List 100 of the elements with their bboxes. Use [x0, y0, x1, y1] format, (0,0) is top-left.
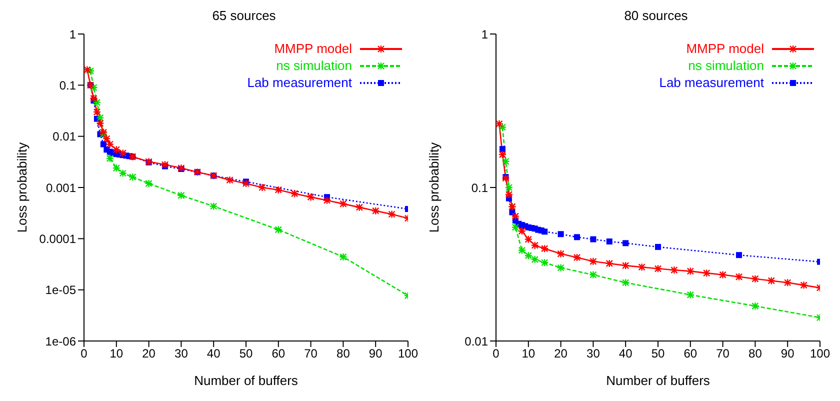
point — [118, 169, 127, 178]
legend-label: ns simulation — [688, 57, 764, 74]
y-axis-title: Loss probability — [426, 142, 442, 233]
x-tick-label: 40 — [618, 346, 633, 361]
point — [92, 108, 102, 116]
point — [686, 267, 694, 276]
x-tick-label: 70 — [304, 346, 318, 361]
point — [736, 252, 742, 258]
point — [274, 186, 282, 194]
point — [702, 268, 711, 278]
point — [355, 203, 364, 212]
point — [210, 202, 218, 210]
point — [590, 236, 596, 242]
point — [92, 98, 102, 107]
point — [226, 176, 234, 184]
point — [686, 290, 694, 299]
point — [504, 183, 514, 192]
point — [90, 83, 98, 92]
point — [498, 150, 507, 159]
legend-label: ns simulation — [276, 57, 352, 74]
x-tick-label: 10 — [110, 346, 124, 361]
point — [670, 266, 678, 274]
point — [496, 120, 504, 128]
x-axis-title: Number of buffers — [194, 373, 298, 388]
point — [84, 66, 92, 74]
point — [118, 149, 127, 158]
point — [622, 261, 630, 270]
point — [502, 157, 510, 166]
point — [574, 234, 580, 240]
point — [751, 302, 760, 310]
x-tick-label: 0 — [80, 346, 88, 361]
x-tick-label: 30 — [586, 346, 600, 361]
y-axis-title: Loss probability — [14, 142, 30, 233]
point — [589, 257, 598, 266]
point — [558, 231, 564, 238]
point — [498, 123, 507, 132]
point — [655, 244, 661, 250]
point — [339, 200, 348, 208]
x-tick-label: 70 — [716, 346, 730, 361]
legend-label: MMPP model — [274, 40, 352, 57]
point — [144, 179, 153, 188]
x-tick-label: 100 — [398, 346, 418, 361]
chart-title: 65 sources — [211, 8, 277, 25]
point — [242, 179, 250, 188]
point — [518, 246, 526, 254]
x-tick-label: 0 — [492, 346, 500, 361]
point — [499, 146, 506, 152]
point — [322, 196, 332, 204]
point — [572, 253, 582, 262]
y-tick-label: 0.001 — [46, 180, 76, 195]
point — [96, 119, 104, 128]
y-tick-label: 1e-05 — [45, 283, 76, 298]
point — [511, 212, 520, 220]
x-tick-label: 50 — [239, 346, 253, 361]
x-tick-label: 50 — [651, 346, 665, 361]
point — [530, 255, 539, 264]
point — [511, 223, 520, 232]
point — [524, 252, 532, 260]
legend-label: Lab measurement — [247, 74, 352, 91]
y-tick-label: 0.1 — [59, 78, 76, 92]
point — [306, 192, 315, 202]
point — [106, 154, 114, 163]
x-tick-label: 10 — [522, 346, 536, 361]
point — [258, 183, 266, 192]
legend-label: MMPP model — [686, 40, 764, 57]
point — [751, 274, 760, 283]
y-tick-label: 0.0001 — [39, 232, 76, 246]
point — [504, 190, 514, 199]
point — [556, 250, 565, 258]
x-tick-label: 60 — [684, 346, 698, 361]
point — [654, 264, 662, 273]
point — [86, 66, 95, 76]
point — [718, 270, 727, 279]
point — [540, 244, 549, 253]
point — [734, 272, 744, 281]
x-tick-label: 60 — [272, 346, 286, 361]
point — [606, 238, 612, 244]
x-tick-label: 90 — [780, 346, 795, 361]
point — [767, 276, 776, 285]
point — [622, 278, 630, 287]
point — [530, 241, 539, 250]
point — [622, 240, 629, 246]
point — [160, 160, 170, 169]
point — [556, 264, 565, 272]
x-tick-label: 80 — [748, 346, 762, 361]
point — [589, 270, 598, 279]
x-tick-label: 90 — [368, 346, 383, 361]
point — [339, 252, 348, 262]
point — [800, 281, 808, 290]
point — [540, 258, 549, 267]
point — [638, 263, 646, 272]
point — [542, 228, 548, 235]
y-tick-label: 0.1 — [471, 180, 488, 195]
point — [96, 114, 104, 122]
point — [605, 259, 614, 268]
point — [100, 141, 106, 148]
point — [290, 190, 299, 198]
point — [177, 191, 186, 200]
point — [112, 164, 120, 172]
point — [177, 164, 186, 172]
